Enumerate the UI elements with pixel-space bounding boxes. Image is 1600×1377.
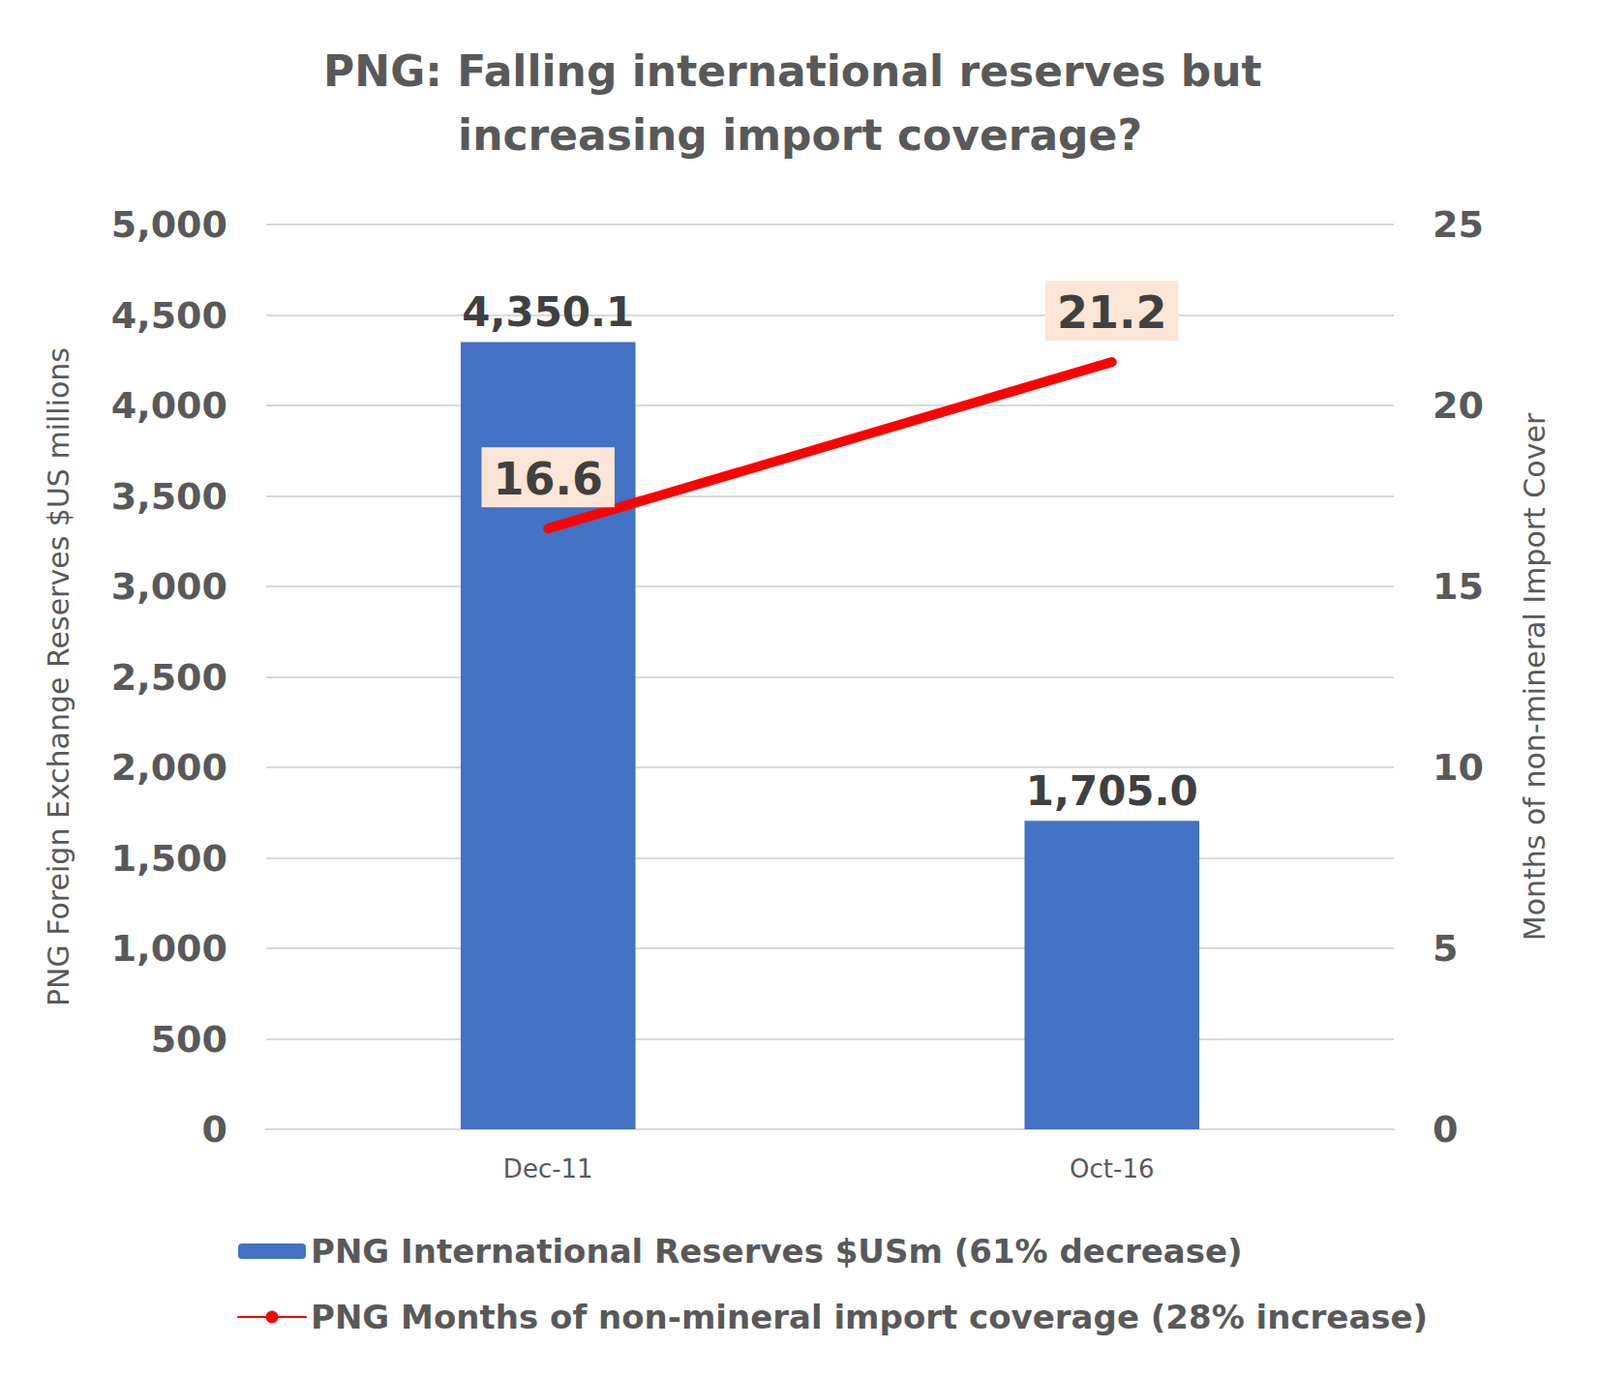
svg-text:PNG: Falling international res: PNG: Falling international reserves but (323, 46, 1277, 96)
svg-text:Months of non-mineral Import C: Months of non-mineral Import Cover (1517, 412, 1552, 941)
svg-text:4,000: 4,000 (111, 384, 228, 427)
svg-text:Dec-11: Dec-11 (503, 1154, 594, 1184)
svg-text:increasing import coverage?: increasing import coverage? (457, 110, 1143, 160)
svg-text:3,500: 3,500 (111, 475, 228, 518)
svg-text:1,705.0: 1,705.0 (1026, 767, 1199, 816)
svg-text:4,500: 4,500 (111, 294, 228, 337)
svg-text:15: 15 (1432, 565, 1484, 608)
svg-text:4,350.1: 4,350.1 (461, 288, 634, 336)
svg-text:25: 25 (1432, 203, 1484, 246)
svg-text:PNG Foreign Exchange Reserves: PNG Foreign Exchange Reserves $US millio… (41, 347, 76, 1007)
svg-text:21.2: 21.2 (1056, 286, 1168, 339)
svg-text:0: 0 (1432, 1108, 1458, 1151)
svg-text:10: 10 (1432, 746, 1484, 789)
svg-text:1,000: 1,000 (111, 927, 228, 970)
svg-text:3,000: 3,000 (111, 565, 228, 608)
svg-text:20: 20 (1432, 384, 1484, 427)
svg-text:16.6: 16.6 (493, 452, 604, 506)
svg-text:Oct-16: Oct-16 (1069, 1154, 1154, 1184)
svg-text:5,000: 5,000 (111, 203, 228, 246)
svg-text:500: 500 (150, 1018, 228, 1061)
svg-text:PNG International Reserves $US: PNG International Reserves $USm (61% dec… (310, 1232, 1243, 1271)
svg-text:2,000: 2,000 (111, 746, 228, 789)
svg-text:0: 0 (202, 1108, 228, 1151)
svg-text:1,500: 1,500 (111, 837, 228, 880)
svg-text:5: 5 (1432, 927, 1458, 970)
svg-text:PNG Months of non-mineral impo: PNG Months of non-mineral import coverag… (310, 1298, 1428, 1337)
svg-text:2,500: 2,500 (111, 656, 228, 699)
